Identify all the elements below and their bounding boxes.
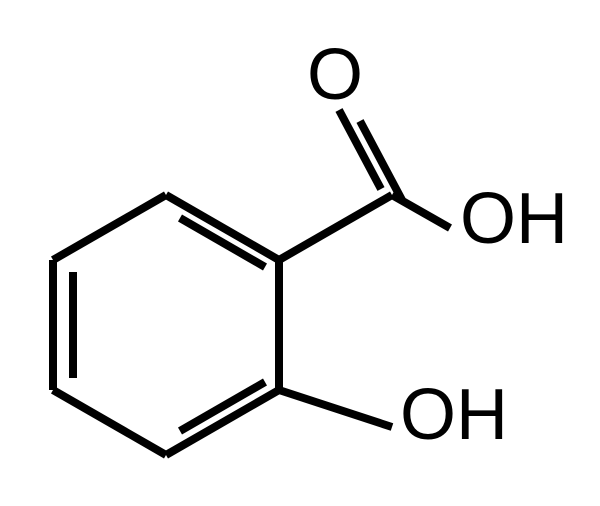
atom-label-OH_ring: OH [400, 375, 508, 455]
bond-ring_to_oh [279, 390, 392, 427]
bond-ring_bot_l [53, 390, 166, 455]
bonds-layer [53, 110, 450, 455]
molecule-diagram: O OH OH [0, 0, 600, 506]
atom-label-OH_acid: OH [460, 179, 568, 259]
atom-labels-layer: O OH OH [307, 35, 568, 455]
bond-ring_top [166, 195, 279, 260]
bond-c_to_oh_acid [392, 195, 450, 228]
atom-label-O_dbl: O [307, 35, 363, 115]
bond-c_to_cooh [279, 195, 392, 260]
bond-ring_top_l [53, 195, 166, 260]
bond-ring_bot_r [166, 390, 279, 455]
